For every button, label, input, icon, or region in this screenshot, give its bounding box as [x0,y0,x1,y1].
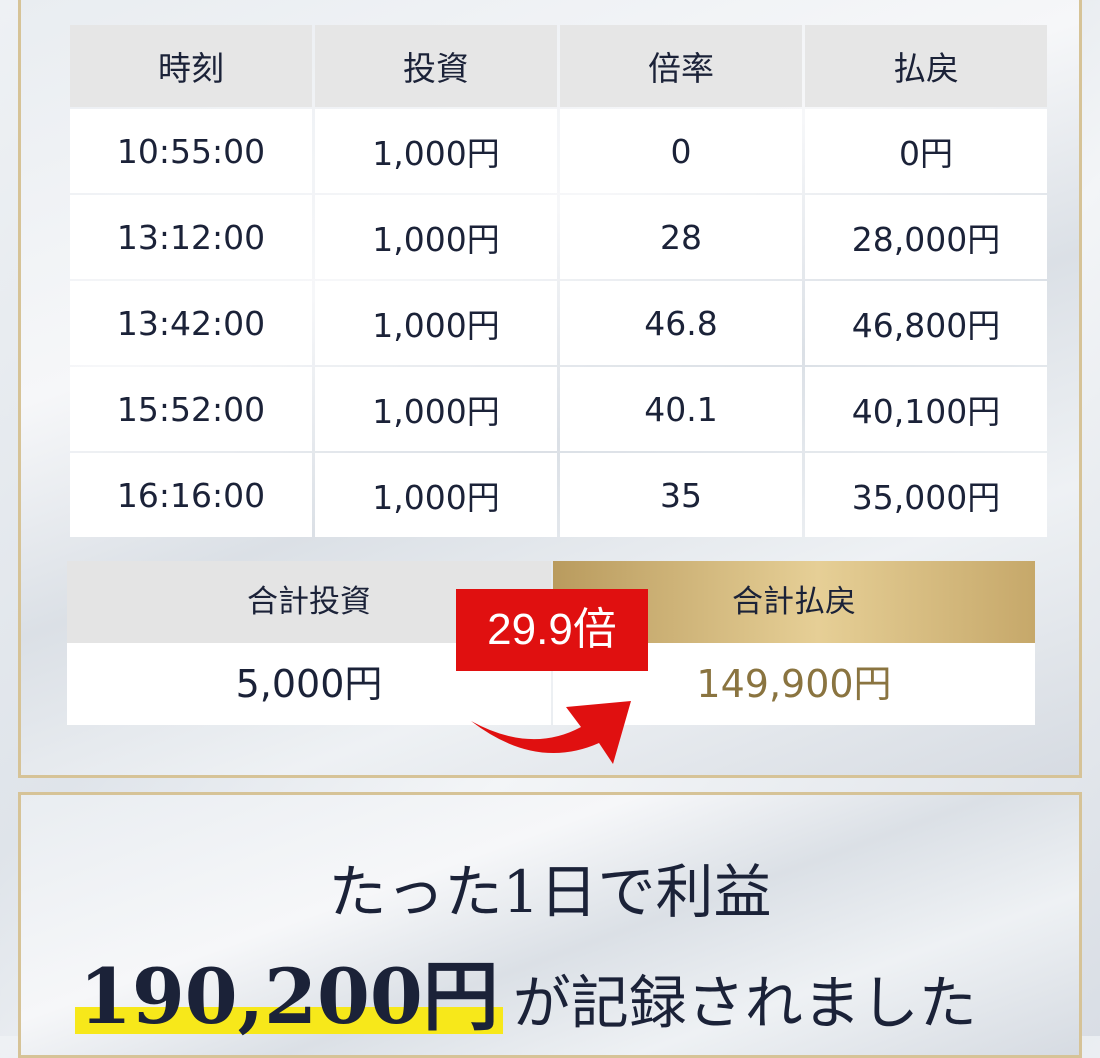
header-investment: 投資 [315,25,557,107]
curved-arrow-icon [471,701,631,764]
cell-payout: 40,100円 [805,367,1047,451]
cell-odds: 0 [560,109,802,193]
cell-investment: 1,000円 [315,367,557,451]
results-panel: 時刻 投資 倍率 払戻 10:55:00 1,000円 0 0円 13:12:00 1,0… [18,0,1082,778]
cell-odds: 46.8 [560,281,802,365]
cell-payout: 35,000円 [805,453,1047,537]
profit-line-rest: が記録されました [512,969,977,1037]
header-payout: 払戻 [805,25,1047,107]
header-time: 時刻 [70,25,312,107]
total-investment-value: 5,000円 [67,643,551,725]
table-row: 10:55:00 1,000円 0 0円 [70,109,1047,193]
cell-investment: 1,000円 [315,453,557,537]
cell-payout: 28,000円 [805,195,1047,279]
cell-odds: 35 [560,453,802,537]
cell-time: 15:52:00 [70,367,312,451]
cell-time: 16:16:00 [70,453,312,537]
profit-panel: たった1日で利益 190,200円 が記録されました [18,792,1082,1058]
profit-amount: 190,200円 [75,952,503,1041]
table-row: 15:52:00 1,000円 40.1 40,100円 [70,367,1047,451]
cell-investment: 1,000円 [315,109,557,193]
profit-headline: たった1日で利益 [328,858,772,926]
cell-time: 10:55:00 [70,109,312,193]
table-row: 16:16:00 1,000円 35 35,000円 [70,453,1047,537]
table-header-row: 時刻 投資 倍率 払戻 [70,25,1047,107]
cell-payout: 0円 [805,109,1047,193]
multiplier-badge: 29.9倍 [456,589,648,671]
cell-time: 13:12:00 [70,195,312,279]
cell-investment: 1,000円 [315,195,557,279]
cell-odds: 40.1 [560,367,802,451]
cell-payout: 46,800円 [805,281,1047,365]
header-odds: 倍率 [560,25,802,107]
table-row: 13:42:00 1,000円 46.8 46,800円 [70,281,1047,365]
cell-investment: 1,000円 [315,281,557,365]
results-table: 時刻 投資 倍率 払戻 10:55:00 1,000円 0 0円 13:12:00 1,0… [67,23,1050,539]
cell-odds: 28 [560,195,802,279]
table-row: 13:12:00 1,000円 28 28,000円 [70,195,1047,279]
cell-time: 13:42:00 [70,281,312,365]
profit-line: 190,200円 が記録されました [75,935,977,1045]
